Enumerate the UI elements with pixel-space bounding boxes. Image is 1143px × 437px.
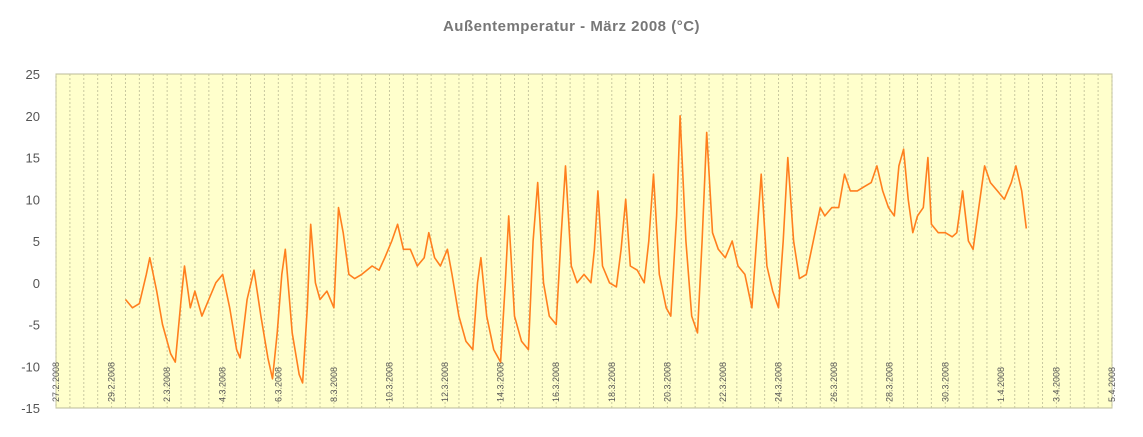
x-axis: 27.2.2008 29.2.2008 2.3.2008 4.3.2008 6.3.20… <box>51 362 1117 402</box>
x-tick-label: 12.3.2008 <box>440 362 450 402</box>
x-tick-label: 3.4.2008 <box>1051 367 1061 402</box>
x-tick-label: 6.3.2008 <box>273 367 283 402</box>
x-tick-label: 16.3.2008 <box>551 362 561 402</box>
x-tick-label: 20.3.2008 <box>662 362 672 402</box>
x-tick-label: 2.3.2008 <box>162 367 172 402</box>
y-tick-label: 10 <box>26 192 40 207</box>
series-line <box>124 115 1028 384</box>
y-tick-label: 25 <box>26 67 40 82</box>
x-tick-label: 8.3.2008 <box>329 367 339 402</box>
x-tick-label: 10.3.2008 <box>384 362 394 402</box>
x-tick-label: 18.3.2008 <box>607 362 617 402</box>
x-tick-label: 29.2.2008 <box>107 362 117 402</box>
x-tick-label: 30.3.2008 <box>940 362 950 402</box>
y-tick-label: -5 <box>28 318 40 333</box>
y-tick-label: 15 <box>26 151 40 166</box>
x-tick-label: 1.4.2008 <box>996 367 1006 402</box>
x-tick-label: 22.3.2008 <box>718 362 728 402</box>
y-tick-label: 20 <box>26 109 40 124</box>
x-tick-label: 28.3.2008 <box>885 362 895 402</box>
y-axis: 25 20 15 10 5 0 -5 -10 -15 <box>21 67 40 416</box>
x-tick-label: 27.2.2008 <box>51 362 61 402</box>
y-tick-label: 0 <box>33 276 40 291</box>
y-tick-label: 5 <box>33 234 40 249</box>
plot-area <box>55 73 1113 409</box>
y-tick-label: -15 <box>21 401 40 416</box>
x-tick-label: 5.4.2008 <box>1107 367 1117 402</box>
x-tick-label: 14.3.2008 <box>496 362 506 402</box>
x-tick-label: 4.3.2008 <box>218 367 228 402</box>
x-tick-label: 24.3.2008 <box>774 362 784 402</box>
y-tick-label: -10 <box>21 359 40 374</box>
chart-title: Außentemperatur - März 2008 (°C) <box>442 18 701 35</box>
x-tick-label: 26.3.2008 <box>829 362 839 402</box>
